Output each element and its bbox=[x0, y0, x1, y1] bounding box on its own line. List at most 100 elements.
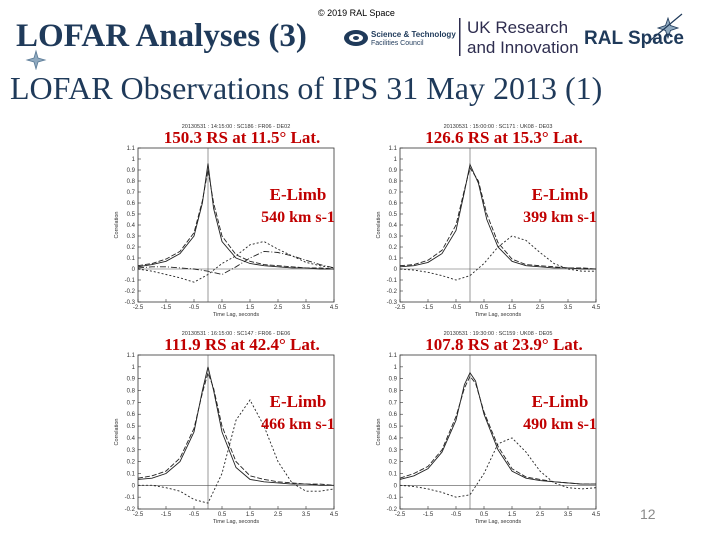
x-tick-label: -2.5 bbox=[395, 305, 406, 311]
chart-svg: 20130531 : 15:00:00 : SC171 : UK08 - DE0… bbox=[376, 124, 601, 318]
y-tick-label: 0.4 bbox=[389, 223, 398, 229]
plot-frame bbox=[137, 354, 335, 510]
direction-annotation: E-Limb bbox=[532, 392, 589, 411]
x-tick-label: 1.5 bbox=[246, 305, 255, 311]
x-tick-label: 2.5 bbox=[536, 305, 545, 311]
x-tick-label: 4.5 bbox=[592, 305, 601, 311]
y-tick-label: -0.2 bbox=[125, 507, 136, 513]
series-line-2 bbox=[137, 371, 335, 486]
stfc-logo-text: Science & Technology Facilities Council bbox=[371, 30, 456, 48]
x-tick-label: -2.5 bbox=[395, 512, 406, 518]
y-tick-label: 0.1 bbox=[389, 471, 398, 477]
y-tick-label: 0 bbox=[394, 483, 398, 489]
y-tick-label: 0.2 bbox=[127, 460, 136, 466]
y-tick-label: 0.4 bbox=[127, 436, 136, 442]
x-tick-label: 3.5 bbox=[302, 512, 311, 518]
x-tick-label: -0.5 bbox=[189, 512, 200, 518]
x-axis-label: Time Lag, seconds bbox=[475, 312, 522, 318]
y-tick-label: 0.7 bbox=[127, 190, 136, 196]
y-tick-label: 0.4 bbox=[389, 436, 398, 442]
series-line-2 bbox=[399, 166, 597, 270]
y-tick-label: 0 bbox=[132, 267, 136, 273]
y-tick-label: 1 bbox=[132, 157, 136, 163]
chart-header: 20130531 : 14:15:00 : SC186 : FR06 - DE0… bbox=[182, 124, 291, 130]
ukri-line1: UK Research bbox=[467, 18, 569, 37]
stfc-line1: Science & Technology bbox=[371, 30, 456, 39]
y-tick-label: 0 bbox=[132, 483, 136, 489]
y-tick-label: 0 bbox=[394, 267, 398, 273]
y-tick-label: 0.9 bbox=[127, 377, 136, 383]
star-icon bbox=[25, 49, 47, 71]
logo-graphics bbox=[25, 13, 683, 71]
speed-annotation: 490 km s-1 bbox=[523, 416, 597, 433]
y-tick-label: 1.1 bbox=[389, 146, 398, 152]
x-tick-label: 4.5 bbox=[592, 512, 601, 518]
speed-annotation: 540 km s-1 bbox=[261, 209, 335, 226]
distance-annotation: 126.6 RS at 15.3° Lat. bbox=[425, 128, 582, 147]
y-tick-label: 0.5 bbox=[389, 424, 398, 430]
x-tick-label: 1.5 bbox=[508, 512, 517, 518]
speed-annotation: 466 km s-1 bbox=[261, 416, 335, 433]
y-tick-label: 0.7 bbox=[389, 190, 398, 196]
distance-annotation: 150.3 RS at 11.5° Lat. bbox=[164, 128, 321, 147]
y-tick-label: 1.1 bbox=[127, 146, 136, 152]
x-tick-label: 0.5 bbox=[480, 305, 489, 311]
direction-annotation: E-Limb bbox=[270, 392, 327, 411]
y-tick-label: 0.2 bbox=[127, 245, 136, 251]
x-tick-label: 2.5 bbox=[274, 512, 283, 518]
chart-header: 20130531 : 15:00:00 : SC171 : UK08 - DE0… bbox=[444, 124, 553, 130]
y-tick-label: 0.9 bbox=[127, 168, 136, 174]
y-tick-label: -0.1 bbox=[125, 495, 136, 501]
x-tick-label: 4.5 bbox=[330, 512, 339, 518]
y-tick-label: 0.1 bbox=[389, 256, 398, 262]
y-tick-label: 0.3 bbox=[389, 448, 398, 454]
y-tick-label: 0.3 bbox=[127, 448, 136, 454]
series-line-1 bbox=[399, 163, 596, 270]
x-tick-label: -0.5 bbox=[189, 305, 200, 311]
series-line-1 bbox=[137, 366, 334, 486]
y-axis-label: Correlation bbox=[376, 212, 382, 239]
x-tick-label: -0.5 bbox=[451, 305, 462, 311]
y-axis-label: Correlation bbox=[376, 419, 382, 446]
ral-star-icon bbox=[645, 13, 683, 45]
x-tick-label: 0.5 bbox=[218, 512, 227, 518]
y-tick-label: 0.1 bbox=[127, 471, 136, 477]
direction-annotation: E-Limb bbox=[270, 185, 327, 204]
y-tick-label: -0.2 bbox=[125, 289, 136, 295]
x-tick-label: -2.5 bbox=[133, 512, 144, 518]
series-line-3 bbox=[399, 235, 596, 281]
correlation-chart-2: 20130531 : 15:00:00 : SC171 : UK08 - DE0… bbox=[370, 118, 601, 318]
y-tick-label: 1.1 bbox=[389, 353, 398, 359]
x-axis-label: Time Lag, seconds bbox=[213, 519, 260, 525]
x-axis-label: Time Lag, seconds bbox=[475, 519, 522, 525]
x-axis-label: Time Lag, seconds bbox=[213, 312, 260, 318]
x-tick-label: 3.5 bbox=[302, 305, 311, 311]
y-tick-label: 0.6 bbox=[389, 201, 398, 207]
y-tick-label: 0.9 bbox=[389, 168, 398, 174]
speed-annotation: 399 km s-1 bbox=[523, 209, 597, 226]
distance-annotation: 111.9 RS at 42.4° Lat. bbox=[164, 335, 320, 354]
page-number: 12 bbox=[640, 506, 656, 522]
y-tick-label: 0.8 bbox=[127, 179, 136, 185]
stfc-line2: Facilities Council bbox=[371, 40, 424, 47]
series-line-1 bbox=[137, 163, 334, 270]
y-tick-label: 0.3 bbox=[127, 234, 136, 240]
x-tick-label: 2.5 bbox=[274, 305, 283, 311]
ukri-line2: and Innovation bbox=[467, 38, 579, 57]
correlation-chart-3: 20130531 : 16:15:00 : SC147 : FR06 - DE0… bbox=[108, 325, 339, 525]
ukri-logo-text: UK Research and Innovation bbox=[467, 18, 579, 58]
series-line-4 bbox=[137, 250, 335, 275]
x-tick-label: -1.5 bbox=[423, 305, 434, 311]
chart-svg: 20130531 : 19:30:00 : SC159 : UK08 - DE0… bbox=[376, 331, 601, 525]
y-axis-label: Correlation bbox=[114, 212, 120, 239]
slide-title: LOFAR Analyses (3) bbox=[16, 18, 307, 54]
x-tick-label: 3.5 bbox=[564, 512, 573, 518]
y-tick-label: -0.2 bbox=[387, 289, 398, 295]
y-tick-label: 0.3 bbox=[389, 234, 398, 240]
logo-divider bbox=[459, 18, 461, 56]
y-tick-label: 1 bbox=[394, 365, 398, 371]
series-line-2 bbox=[137, 169, 335, 270]
y-tick-label: 1.1 bbox=[127, 353, 136, 359]
series-line-2 bbox=[399, 375, 596, 485]
y-tick-label: 0.5 bbox=[127, 424, 136, 430]
